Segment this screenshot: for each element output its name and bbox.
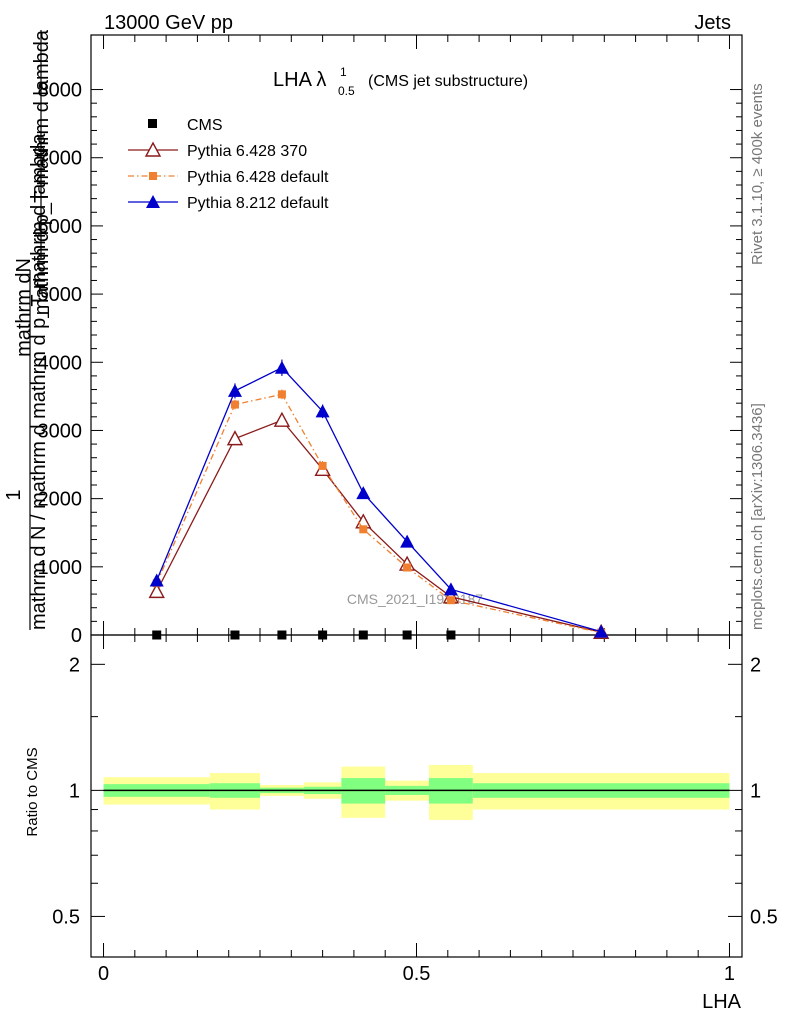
main-ylabel: mathrm dN mathrm d p_T mathrm d lambda 1… [3, 29, 53, 630]
x-axis-label: LHA [702, 991, 742, 1013]
cms-data-point [446, 630, 456, 640]
title-superscript: 1 [340, 65, 347, 79]
ratio-bands [103, 764, 730, 820]
legend-entry-pythia6-370: Pythia 6.428 370 [128, 141, 307, 160]
ratio-ytick-label-right: 1 [750, 780, 761, 802]
legend-label-pythia6-default: Pythia 6.428 default [187, 169, 329, 186]
legend-label-pythia6-370: Pythia 6.428 370 [187, 143, 307, 160]
cms-data-point [277, 630, 287, 640]
main-ytick-label: 7000 [38, 148, 83, 170]
ratio-ytick-label-right: 0.5 [750, 906, 778, 928]
marker-filled-triangle [443, 582, 458, 596]
main-y-axis: 0 1000 2000 3000 4000 5000 6000 7000 8000 [38, 80, 742, 647]
marker-open-triangle [273, 411, 291, 427]
legend: CMS Pythia 6.428 370 Pythia 6.428 defaul… [128, 117, 329, 212]
main-ytick-label: 1000 [38, 557, 83, 579]
cms-data-point [402, 630, 412, 640]
marker-filled-triangle [274, 360, 289, 374]
marker-filled-triangle [400, 534, 415, 548]
main-ytick-label: 8000 [38, 80, 83, 102]
header-process: Jets [694, 12, 731, 34]
series-layer [148, 359, 610, 640]
legend-marker-cms [148, 119, 157, 128]
ylabel-bottom: mathrm d N / mathrm d mathrm d p_T mathr… [28, 133, 50, 630]
legend-marker-pythia8-default [146, 195, 160, 208]
legend-entry-cms: CMS [148, 117, 223, 134]
marker-open-triangle [226, 430, 244, 446]
marker-filled-triangle [356, 486, 371, 500]
legend-marker-pythia6-370 [144, 141, 162, 157]
mcplots-label: mcplots.cern.ch [arXiv:1306.3436] [749, 403, 766, 630]
ratio-ytick-label: 0.5 [52, 906, 80, 928]
main-ytick-label: 6000 [38, 216, 83, 238]
main-ytick-label: 0 [71, 625, 82, 647]
ratio-ylabel: Ratio to CMS [24, 747, 41, 836]
legend-label-cms: CMS [187, 117, 223, 134]
x-axis: 0 0.5 1 [98, 35, 735, 985]
marker-square [446, 596, 455, 605]
main-ytick-label: 2000 [38, 489, 83, 511]
marker-square [403, 563, 412, 572]
series-line [156, 393, 602, 634]
main-ytick-label: 5000 [38, 284, 83, 306]
plot-title: LHA λ 1 0.5 (CMS jet substructure) [273, 65, 528, 98]
series-0 [152, 630, 456, 640]
cms-data-point [152, 630, 162, 640]
main-ytick-label: 4000 [38, 352, 83, 374]
marker-filled-triangle [227, 383, 242, 397]
series-3 [149, 359, 609, 638]
header-energy: 13000 GeV pp [104, 12, 233, 34]
marker-square [277, 390, 286, 399]
x-tick-label: 0.5 [403, 963, 431, 985]
series-line [156, 366, 602, 633]
cms-data-point [230, 630, 240, 640]
ratio-ytick-label-right: 2 [750, 654, 761, 676]
marker-filled-triangle [315, 404, 330, 418]
marker-square [359, 525, 368, 534]
legend-marker-pythia6-default [149, 172, 157, 180]
title-subscript: 0.5 [338, 84, 355, 98]
title-suffix: (CMS jet substructure) [368, 73, 528, 90]
marker-filled-triangle [594, 624, 609, 638]
main-ytick-label: 3000 [38, 420, 83, 442]
marker-square [318, 461, 327, 470]
legend-entry-pythia6-default: Pythia 6.428 default [128, 169, 329, 186]
rivet-label: Rivet 3.1.10, ≥ 400k events [749, 83, 766, 265]
ylabel-denominator: mathrm d p_T mathrm d lambda [31, 29, 53, 315]
marker-filled-triangle [149, 573, 164, 587]
ratio-ytick-label: 1 [69, 780, 80, 802]
legend-entry-pythia8-default: Pythia 8.212 default [128, 195, 329, 212]
ylabel-factor: 1 [3, 489, 25, 500]
ratio-ytick-label: 2 [69, 654, 80, 676]
marker-open-triangle [148, 582, 165, 599]
x-tick-label: 1 [724, 963, 735, 985]
marker-square [230, 400, 239, 409]
series-line [156, 419, 602, 633]
x-tick-label: 0 [98, 963, 109, 985]
title-main: LHA λ [273, 69, 326, 91]
cms-data-point [318, 630, 328, 640]
ratio-y-axis: 0.5 0.5 1 1 2 2 [52, 654, 778, 928]
cms-data-point [358, 630, 368, 640]
legend-label-pythia8-default: Pythia 8.212 default [187, 195, 329, 212]
